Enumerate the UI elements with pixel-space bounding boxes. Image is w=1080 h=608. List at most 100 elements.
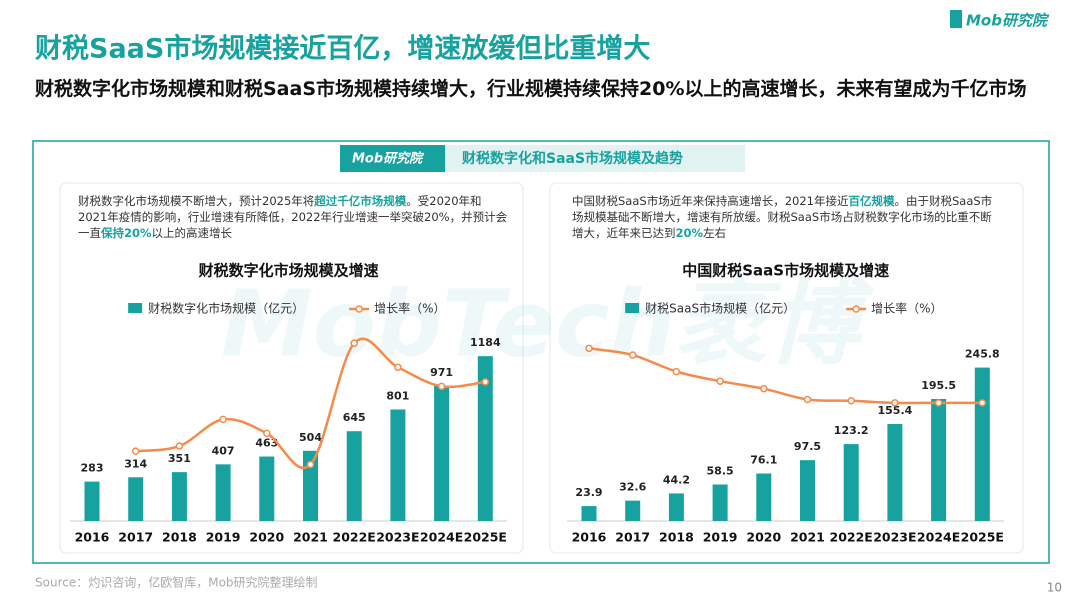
data-label: 314 xyxy=(124,457,147,470)
description-part: 。由于财税SaaS市场规模基础不断增大，增速有所放缓。财税SaaS市场占财税数字… xyxy=(572,194,993,240)
bar xyxy=(931,398,947,521)
x-tick-label: 2025E xyxy=(464,530,507,545)
bar xyxy=(668,493,684,521)
x-tick-label: 2018 xyxy=(659,530,694,545)
x-tick-label: 2024E xyxy=(420,530,463,545)
line-point xyxy=(716,377,724,385)
banner-logo-bg xyxy=(340,145,445,172)
line xyxy=(588,347,983,405)
chart-title: 财税数字化市场规模及增速 xyxy=(199,262,379,280)
x-tick-label: 2016 xyxy=(572,530,607,545)
x-tick-label: 2018 xyxy=(162,530,197,545)
panel xyxy=(59,182,524,554)
x-tick-label: 2019 xyxy=(206,530,241,545)
bar xyxy=(712,484,728,521)
data-label: 195.5 xyxy=(921,379,956,392)
bar xyxy=(800,460,815,521)
data-label: 971 xyxy=(430,366,453,379)
x-tick-label: 2025E xyxy=(961,530,1004,545)
legend-swatch xyxy=(852,305,860,313)
line-point xyxy=(628,351,637,359)
line-point xyxy=(350,339,358,347)
description-part: 20% xyxy=(675,226,704,240)
data-label: 58.5 xyxy=(707,464,734,477)
frame xyxy=(32,140,1050,564)
bar xyxy=(259,456,275,521)
panel xyxy=(549,182,1024,554)
description: 财税数字化市场规模不断增大，预计2025年将超过千亿市场规模。受2020年和20… xyxy=(78,193,508,241)
data-label: 283 xyxy=(81,462,104,475)
legend-label: 财税数字化市场规模（亿元） xyxy=(148,301,304,316)
line xyxy=(135,337,486,469)
bar xyxy=(974,367,990,521)
banner-logo: Mob研究院 xyxy=(352,151,425,167)
watermark: MobTech袤博 xyxy=(221,270,874,377)
bar xyxy=(128,477,144,521)
line-point xyxy=(263,429,271,438)
x-tick-label: 2020 xyxy=(746,530,781,545)
line-point xyxy=(306,460,315,469)
data-label: 801 xyxy=(386,389,409,402)
data-label: 645 xyxy=(343,411,366,424)
legend-swatch xyxy=(355,305,363,313)
line-point xyxy=(934,399,943,407)
bar xyxy=(625,500,641,521)
source: Source：灼识咨询，亿欧智库，Mob研究院整理绘制 xyxy=(35,575,318,590)
x-tick-label: 2016 xyxy=(75,530,110,545)
line-point xyxy=(219,415,227,424)
page-number: 10 xyxy=(1047,581,1062,595)
data-label: 351 xyxy=(168,452,191,465)
data-label: 463 xyxy=(255,437,278,450)
line-point xyxy=(175,442,184,450)
description-part: 财税数字化市场规模不断增大，预计2025年将 xyxy=(78,194,315,208)
subtitle: 财税数字化市场规模和财税SaaS市场规模持续增大，行业规模持续保持20%以上的高… xyxy=(35,78,1027,100)
x-tick-label: 2023E xyxy=(376,530,419,545)
data-label: 76.1 xyxy=(750,454,777,467)
description-part: 超过千亿市场规模 xyxy=(314,194,407,208)
bar xyxy=(84,481,100,521)
data-label: 245.8 xyxy=(965,348,1000,361)
bar xyxy=(171,472,187,521)
line-point xyxy=(760,384,768,393)
bar xyxy=(346,431,362,521)
x-tick-label: 2022E xyxy=(333,530,376,545)
data-label: 44.2 xyxy=(663,473,690,486)
data-label: 123.2 xyxy=(834,424,869,437)
line-point xyxy=(394,363,402,372)
line-point xyxy=(437,382,446,391)
x-tick-label: 2021 xyxy=(293,530,328,545)
line-point xyxy=(585,344,593,353)
x-tick-label: 2024E xyxy=(917,530,960,545)
line-point xyxy=(131,447,140,455)
line-point xyxy=(803,395,812,404)
x-tick-label: 2020 xyxy=(249,530,284,545)
x-tick-label: 2022E xyxy=(830,530,873,545)
description-part: 以上的高速增长 xyxy=(151,226,233,240)
legend-label: 财税SaaS市场规模（亿元） xyxy=(645,301,795,316)
data-label: 407 xyxy=(212,444,235,457)
legend-swatch xyxy=(625,303,640,313)
bar xyxy=(756,473,772,521)
line-point xyxy=(891,399,899,407)
data-label: 97.5 xyxy=(794,440,821,453)
line-point xyxy=(672,367,681,376)
data-label: 504 xyxy=(299,431,322,444)
logo: Mob研究院 xyxy=(966,12,1050,30)
logo-icon xyxy=(950,10,962,28)
bar xyxy=(477,356,493,521)
bar xyxy=(581,506,597,521)
data-label: 155.4 xyxy=(878,404,913,417)
bar xyxy=(843,444,859,521)
line-point xyxy=(978,399,987,407)
x-tick-label: 2017 xyxy=(615,530,650,545)
title: 财税SaaS市场规模接近百亿，增速放缓但比重增大 xyxy=(35,33,650,65)
data-label: 32.6 xyxy=(619,481,646,494)
data-label: 1184 xyxy=(470,336,501,349)
bar xyxy=(215,464,231,521)
x-tick-label: 2019 xyxy=(703,530,738,545)
x-tick-label: 2021 xyxy=(790,530,825,545)
chart-title: 中国财税SaaS市场规模及增速 xyxy=(682,262,889,280)
legend-label: 增长率（%） xyxy=(374,301,445,316)
